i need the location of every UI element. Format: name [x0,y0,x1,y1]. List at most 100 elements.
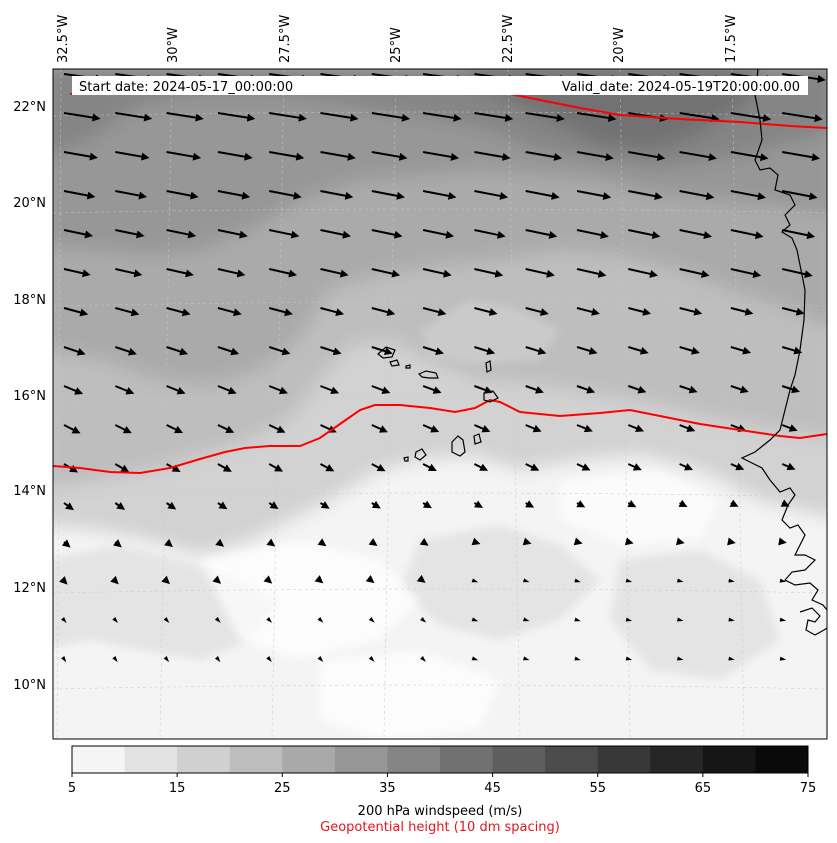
wind-vector [422,190,457,200]
wind-vector [61,539,71,548]
wind-vector [166,307,191,317]
wind-vector [166,346,189,356]
wind-vector [371,346,393,356]
wind-vector [782,190,818,201]
wind-vector [422,463,437,471]
wind-vector [676,578,684,583]
wind-vector [371,463,386,472]
wind-vector [522,578,530,583]
wind-vector [320,385,340,395]
wind-vector [676,537,685,546]
wind-vector [679,268,710,278]
colorbar-tick-label: 65 [695,781,712,796]
wind-vector [63,346,86,356]
wind-vector [63,502,74,511]
wind-vector [474,346,496,355]
wind-vector [522,656,530,661]
wind-vector [730,112,772,123]
colorbar-bin [282,746,336,773]
wind-vector [625,578,633,583]
africa-coastline [740,69,827,611]
colorbar-bin [492,746,546,773]
wind-vector [471,537,481,546]
wind-vector [625,617,633,622]
island-sao-nicolau [417,370,439,379]
wind-vector [320,346,342,356]
wind-vector [628,190,663,201]
wind-vector [371,307,396,316]
wind-vector [574,617,581,622]
wind-vector [522,537,532,546]
wind-vector [576,112,617,122]
lon-label-27-5w: 27.5°W [278,15,293,63]
wind-vector [115,112,153,122]
wind-vector [525,346,547,355]
wind-vector [266,656,272,663]
wind-vector [371,190,405,200]
windspeed-colorbar: 5 15 25 35 45 55 65 75 200 hPa windspeed (m/s) … [68,745,816,835]
island-fogo [414,448,427,461]
island-sal [485,360,492,373]
colorbar-bin [755,746,809,773]
wind-vector [215,538,225,547]
wind-vector [422,229,455,239]
wind-vector [166,112,204,122]
wind-vector [627,499,637,508]
lat-label-20n: 20°N [13,196,46,211]
wind-vector [320,229,351,239]
map-frame [52,68,828,740]
wind-vector [627,424,645,433]
wind-vector [115,307,140,317]
colorbar-bin [177,746,231,773]
valid-date-label: Valid_date: 2024-05-19T20:00:00.00 [562,80,800,95]
wind-vector [576,346,598,355]
wind-vector [676,617,684,622]
wind-vector [269,151,305,161]
wind-vector [110,575,119,585]
wind-vector [576,268,607,278]
wind-vector [778,537,787,546]
wind-vector [266,538,276,547]
colorbar-sublabel: Geopotential height (10 dm spacing) [320,820,560,835]
africa-coast-south [799,607,827,636]
wind-vector [420,656,426,662]
graticule [53,69,827,739]
wind-vector [730,229,764,240]
lon-label-20w: 20°W [612,27,627,63]
wind-vector [730,151,769,162]
wind-vector [115,190,148,200]
wind-vector [627,385,647,394]
wind-vector [269,190,302,200]
colorbar-tick-label: 15 [169,781,186,796]
colorbar-bin [334,746,388,773]
colorbar-tick-label: 45 [484,781,501,796]
wind-vector [217,463,232,472]
colorbar-bin [440,746,494,773]
wind-vector [422,112,462,122]
wind-vector [371,112,411,122]
wind-vector [63,229,94,239]
wind-vector [268,501,279,509]
wind-vector [576,190,612,200]
wind-vector [679,424,696,432]
wind-vector [730,462,745,471]
lat-label-10n: 10°N [13,678,46,693]
wind-vector [63,385,84,395]
wind-vector [114,463,130,473]
wind-vector [679,190,715,201]
wind-vector [728,617,735,622]
colorbar-label: 200 hPa windspeed (m/s) [358,804,523,819]
wind-vector [365,575,375,584]
wind-vector [214,656,221,663]
wind-vector [679,463,694,471]
wind-vector [114,424,132,434]
wind-vector [217,151,253,161]
wind-vector [728,656,735,661]
wind-vector [422,385,442,394]
wind-vector [112,617,118,624]
wind-vector [214,617,221,623]
wind-vector [728,578,735,583]
date-header-background [72,76,808,95]
wind-vector [730,190,766,201]
wind-vector [474,229,506,239]
